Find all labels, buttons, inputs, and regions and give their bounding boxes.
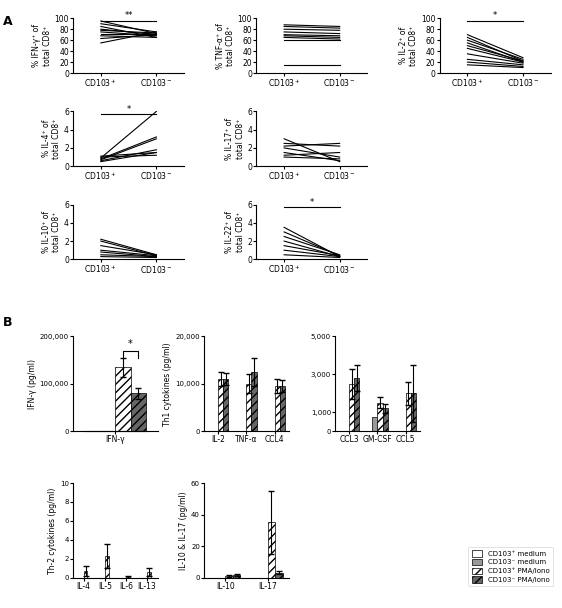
Text: **: **: [124, 12, 133, 21]
Bar: [126, 576, 130, 578]
Bar: [147, 572, 151, 578]
Y-axis label: % IL-4⁺ of
total CD8⁺: % IL-4⁺ of total CD8⁺: [42, 119, 61, 159]
Bar: [280, 386, 285, 431]
Bar: [218, 379, 223, 431]
Bar: [268, 522, 275, 578]
Y-axis label: % IL-22⁺ of
total CD8⁺: % IL-22⁺ of total CD8⁺: [225, 211, 244, 253]
Bar: [349, 384, 354, 431]
Bar: [378, 402, 383, 431]
Y-axis label: % IL-17⁺ of
total CD8⁺: % IL-17⁺ of total CD8⁺: [225, 118, 244, 160]
Text: B: B: [3, 316, 12, 329]
Bar: [275, 386, 280, 431]
Bar: [225, 576, 233, 578]
Y-axis label: % IL-10⁺ of
total CD8⁺: % IL-10⁺ of total CD8⁺: [42, 211, 61, 253]
Text: *: *: [128, 339, 133, 349]
Bar: [223, 379, 228, 431]
Bar: [411, 393, 416, 431]
Text: A: A: [3, 15, 12, 28]
Bar: [105, 556, 108, 578]
Bar: [383, 409, 388, 431]
Y-axis label: Th1 cytokines (pg/ml): Th1 cytokines (pg/ml): [164, 342, 173, 426]
Bar: [130, 393, 146, 431]
Legend: CD103⁺ medium, CD103⁻ medium, CD103⁺ PMA/iono, CD103⁻ PMA/iono: CD103⁺ medium, CD103⁻ medium, CD103⁺ PMA…: [468, 547, 553, 586]
Bar: [115, 367, 130, 431]
Y-axis label: IL-10 & IL-17 (pg/ml): IL-10 & IL-17 (pg/ml): [179, 491, 188, 570]
Y-axis label: % IFN-γ⁺ of
total CD8⁺: % IFN-γ⁺ of total CD8⁺: [32, 24, 52, 67]
Text: *: *: [493, 12, 497, 21]
Bar: [373, 417, 378, 431]
Bar: [275, 573, 283, 578]
Bar: [354, 378, 359, 431]
Y-axis label: Th-2 cytokines (pg/ml): Th-2 cytokines (pg/ml): [48, 487, 57, 573]
Y-axis label: % IL-2⁺ of
total CD8⁺: % IL-2⁺ of total CD8⁺: [399, 26, 418, 66]
Bar: [406, 393, 411, 431]
Text: *: *: [310, 198, 314, 207]
Bar: [246, 384, 251, 431]
Bar: [233, 575, 241, 578]
Y-axis label: % TNF-α⁺ of
total CD8⁺: % TNF-α⁺ of total CD8⁺: [215, 22, 235, 69]
Text: *: *: [126, 105, 131, 114]
Bar: [251, 372, 256, 431]
Y-axis label: IFN-γ (pg/ml): IFN-γ (pg/ml): [28, 359, 37, 409]
Bar: [84, 571, 88, 578]
